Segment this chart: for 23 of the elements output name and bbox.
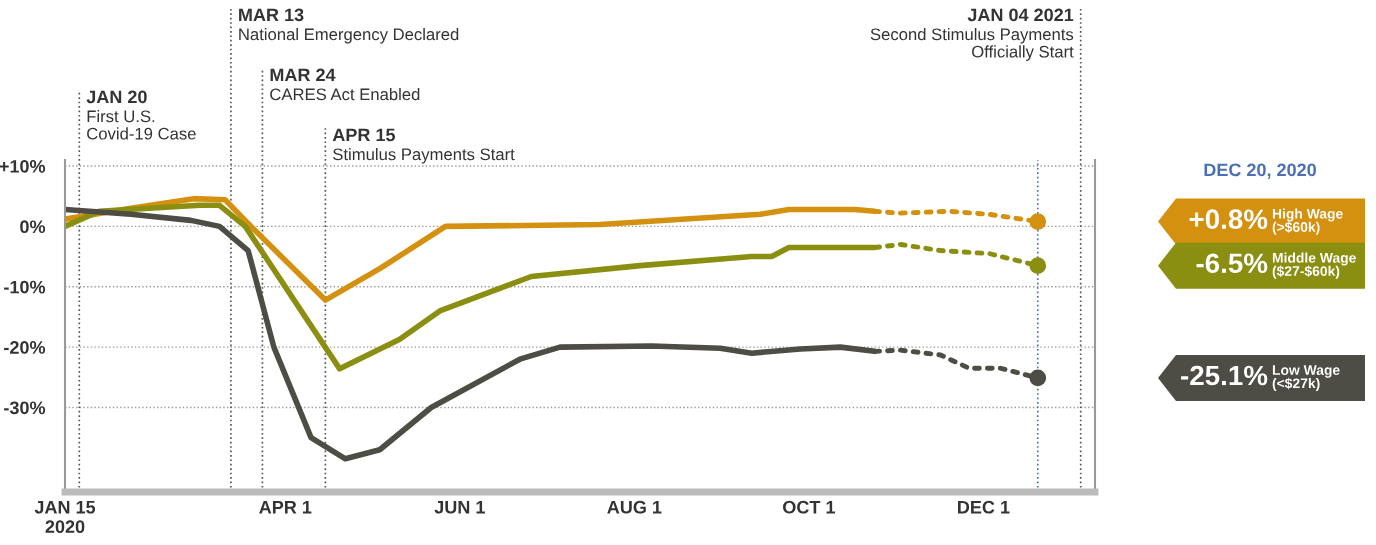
y-tick-label: -10% (4, 280, 46, 294)
x-tick-label: JAN 15 2020 (34, 501, 96, 534)
ref-line-label: JAN 04 2021 Second Stimulus Payments Officially Start (870, 8, 1074, 61)
text: Middle Wage ($27-$60k) (1272, 252, 1356, 279)
y-tick-label: -20% (4, 341, 46, 354)
x-tick-label: JUN 1 (434, 501, 485, 514)
ref-line-label: MAR 24 CARES Act Enabled (270, 68, 420, 101)
x-tick-label: AUG 1 (607, 500, 662, 514)
text: +0.8% (1189, 209, 1268, 230)
y-tick-label: -30% (4, 401, 46, 415)
x-tick-label: OCT 1 (783, 500, 835, 514)
y-tick-label: 0% (20, 220, 46, 234)
text: High Wage (>$60k) (1272, 208, 1343, 235)
text: -6.5% (1196, 253, 1268, 274)
text: -25.1% (1181, 365, 1268, 386)
ref-line-label: APR 15 Stimulus Payments Start (332, 128, 515, 164)
y-tick-label: +10% (0, 159, 46, 173)
x-tick-label: APR 1 (259, 501, 312, 514)
x-tick-label: DEC 1 (958, 500, 1010, 514)
ref-line-label: MAR 13 National Emergency Declared (239, 8, 459, 44)
ref-line-label: JAN 20 First U.S. Covid-19 Case (86, 90, 196, 140)
text: Low Wage (<$27k) (1272, 365, 1340, 391)
ref-line-label: DEC 20, 2020 (1204, 163, 1316, 179)
